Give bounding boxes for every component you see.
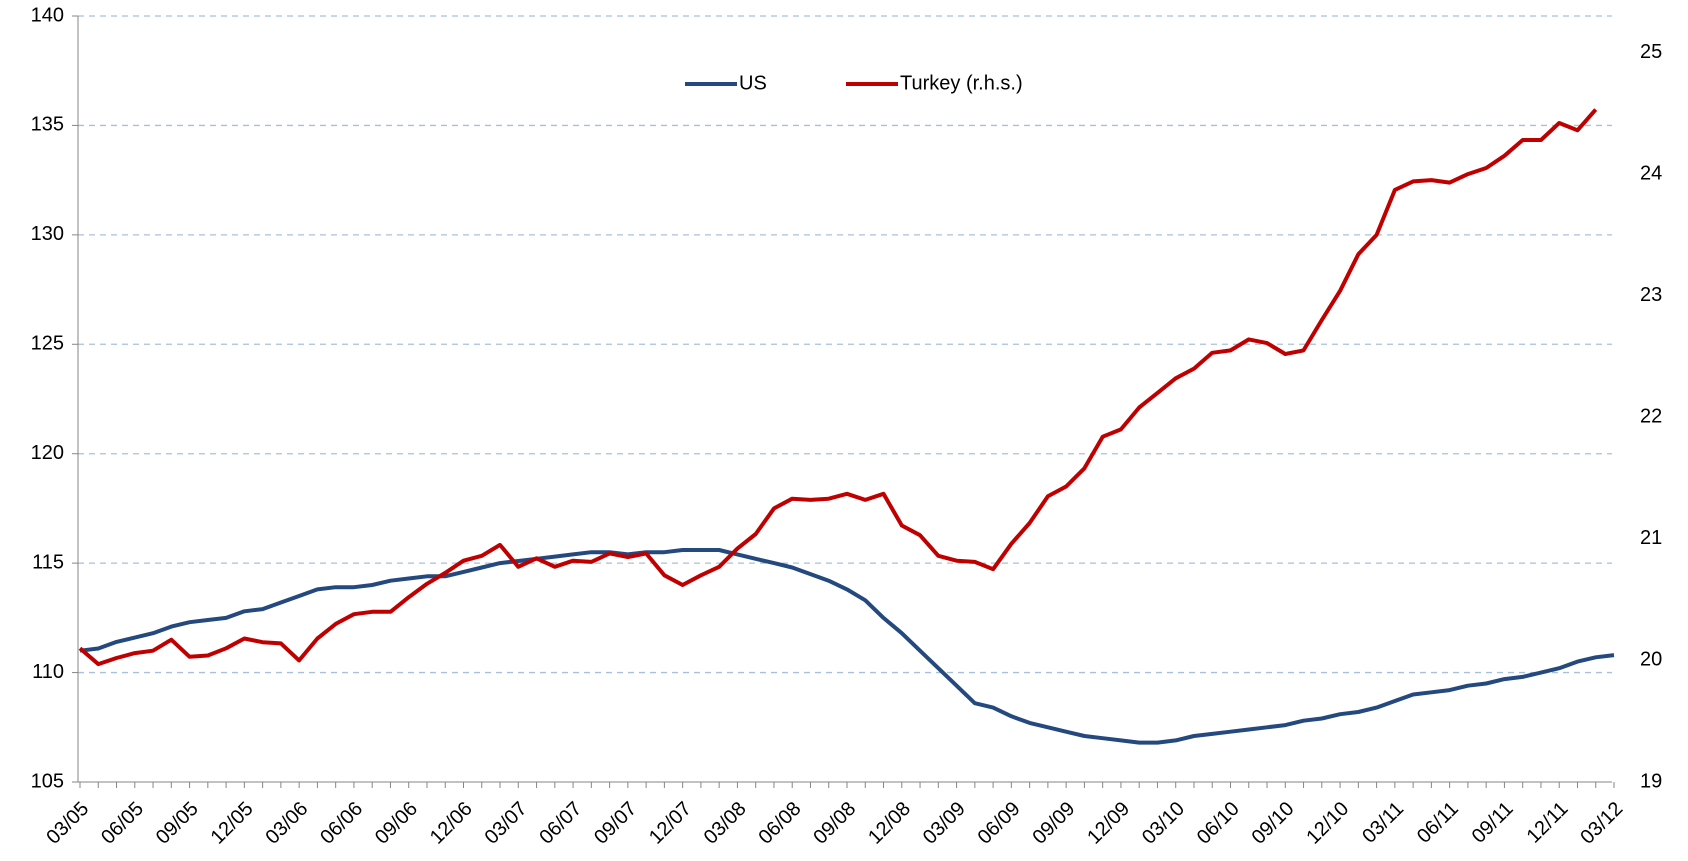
x-tick-label: 12/06: [426, 798, 477, 849]
x-tick-label: 06/09: [974, 798, 1025, 849]
x-tick-label: 03/12: [1576, 798, 1627, 849]
x-tick-label: 06/06: [316, 798, 367, 849]
y2-tick-label: 19: [1640, 770, 1662, 792]
series-line: [78, 108, 1598, 667]
x-tick-label: 09/07: [590, 798, 641, 849]
x-tick-label: 06/10: [1193, 798, 1244, 849]
y-tick-label: 120: [31, 442, 64, 464]
x-tick-label: 12/10: [1302, 798, 1353, 849]
y-tick-label: 135: [31, 114, 64, 136]
x-tick-label: 09/10: [1248, 798, 1299, 849]
x-tick-label: 12/07: [645, 798, 696, 849]
x-tick-label: 09/06: [371, 798, 422, 849]
x-tick-label: 12/08: [864, 798, 915, 849]
x-tick-label: 09/11: [1468, 798, 1518, 848]
y2-tick-label: 23: [1640, 284, 1662, 306]
y2-tick-label: 21: [1640, 527, 1662, 549]
x-tick-label: 12/05: [207, 798, 258, 849]
x-tick-label: 03/09: [919, 798, 970, 849]
x-tick-label: 03/07: [481, 798, 532, 849]
y2-tick-label: 25: [1640, 41, 1662, 63]
x-tick-label: 09/09: [1028, 798, 1079, 849]
y-tick-label: 130: [31, 223, 64, 245]
x-tick-label: 03/11: [1358, 798, 1408, 848]
legend-label: US: [739, 72, 767, 94]
x-tick-label: 03/08: [700, 798, 751, 849]
series-line: [79, 548, 1615, 745]
x-tick-label: 12/11: [1523, 798, 1573, 848]
x-tick-label: 09/08: [809, 798, 860, 849]
legend-label: Turkey (r.h.s.): [900, 72, 1023, 94]
y-tick-label: 115: [32, 551, 64, 573]
x-tick-label: 06/07: [535, 798, 586, 849]
x-tick-label: 06/05: [97, 798, 148, 849]
y-tick-label: 140: [31, 4, 64, 26]
x-tick-label: 06/11: [1413, 798, 1463, 848]
y2-tick-label: 22: [1640, 406, 1662, 428]
y-tick-label: 105: [31, 770, 64, 792]
x-tick-label: 09/05: [152, 798, 203, 849]
y-tick-label: 110: [32, 661, 64, 683]
x-tick-label: 06/08: [755, 798, 806, 849]
y-tick-label: 125: [31, 333, 64, 355]
x-tick-label: 03/06: [261, 798, 312, 849]
x-tick-label: 03/10: [1138, 798, 1189, 849]
y2-tick-label: 20: [1640, 649, 1662, 671]
y2-tick-label: 24: [1640, 162, 1662, 184]
x-tick-label: 03/05: [42, 798, 93, 849]
x-tick-label: 12/09: [1083, 798, 1134, 849]
